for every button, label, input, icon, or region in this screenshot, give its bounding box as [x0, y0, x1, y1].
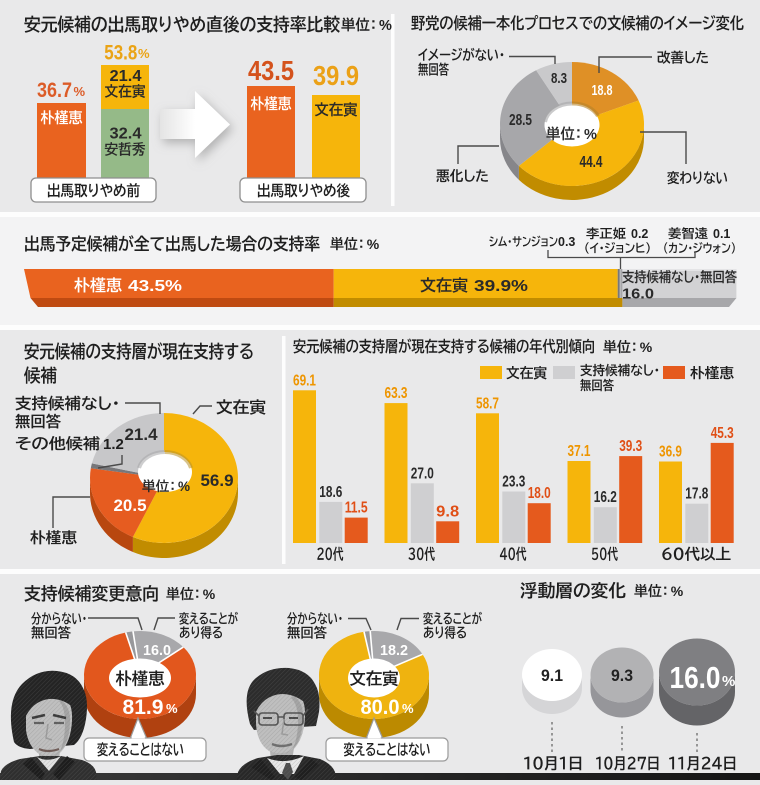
svg-text:11.5: 11.5 [345, 500, 368, 517]
svg-text:18.0: 18.0 [528, 485, 551, 502]
svg-text:44.4: 44.4 [580, 154, 603, 171]
svg-text:43.5%: 43.5% [128, 278, 182, 295]
svg-text:0.1: 0.1 [713, 227, 730, 241]
svg-text:%: % [671, 583, 684, 599]
svg-text:%: % [178, 479, 190, 494]
svg-text:17.8: 17.8 [685, 486, 708, 503]
svg-text:39.9: 39.9 [313, 60, 359, 91]
svg-text:9.8: 9.8 [436, 503, 459, 520]
svg-text:16.0: 16.0 [622, 286, 654, 303]
svg-text:36.9: 36.9 [659, 443, 682, 460]
svg-text:69.1: 69.1 [293, 372, 316, 389]
svg-text:39.9%: 39.9% [474, 278, 528, 295]
svg-text:%: % [379, 18, 392, 34]
svg-text:21.4: 21.4 [110, 68, 142, 85]
svg-text:81.9: 81.9 [123, 696, 164, 719]
svg-text:63.3: 63.3 [385, 385, 408, 402]
svg-text:8.3: 8.3 [551, 70, 567, 87]
svg-text:37.1: 37.1 [568, 443, 591, 460]
svg-text:32.4: 32.4 [110, 126, 142, 143]
svg-text:16.0: 16.0 [143, 642, 171, 659]
svg-text:58.7: 58.7 [476, 395, 499, 412]
svg-text:%: % [584, 127, 597, 143]
svg-text:53.8: 53.8 [104, 42, 137, 65]
svg-text:36.7: 36.7 [37, 79, 72, 102]
svg-text:%: % [640, 339, 653, 355]
svg-text:0.2: 0.2 [631, 227, 648, 241]
svg-text:9.1: 9.1 [541, 667, 563, 685]
svg-text:%: % [166, 701, 178, 716]
svg-text:43.5: 43.5 [248, 55, 294, 86]
svg-text:%: % [203, 586, 216, 602]
svg-text:%: % [402, 701, 414, 716]
svg-text:9.3: 9.3 [611, 667, 633, 685]
svg-text:%: % [74, 84, 86, 99]
svg-text:45.3: 45.3 [711, 425, 734, 442]
svg-text:0.3: 0.3 [558, 235, 575, 249]
svg-text:21.4: 21.4 [125, 425, 159, 444]
svg-text:56.9: 56.9 [201, 471, 234, 490]
svg-text:%: % [367, 236, 380, 252]
svg-text:16.0: 16.0 [670, 660, 721, 695]
svg-text:39.3: 39.3 [619, 438, 642, 455]
svg-text:23.3: 23.3 [502, 474, 525, 491]
svg-text:1.2: 1.2 [103, 436, 124, 453]
svg-text:80.0: 80.0 [361, 696, 400, 719]
svg-text:20.5: 20.5 [114, 496, 147, 515]
svg-text:27.0: 27.0 [411, 465, 434, 482]
svg-text:16.2: 16.2 [594, 489, 617, 506]
svg-text:%: % [138, 46, 150, 61]
svg-text:%: % [722, 673, 735, 690]
svg-text:18.6: 18.6 [319, 484, 342, 501]
svg-text:18.2: 18.2 [380, 642, 408, 659]
svg-text:18.8: 18.8 [592, 82, 613, 99]
svg-text:28.5: 28.5 [509, 112, 532, 129]
